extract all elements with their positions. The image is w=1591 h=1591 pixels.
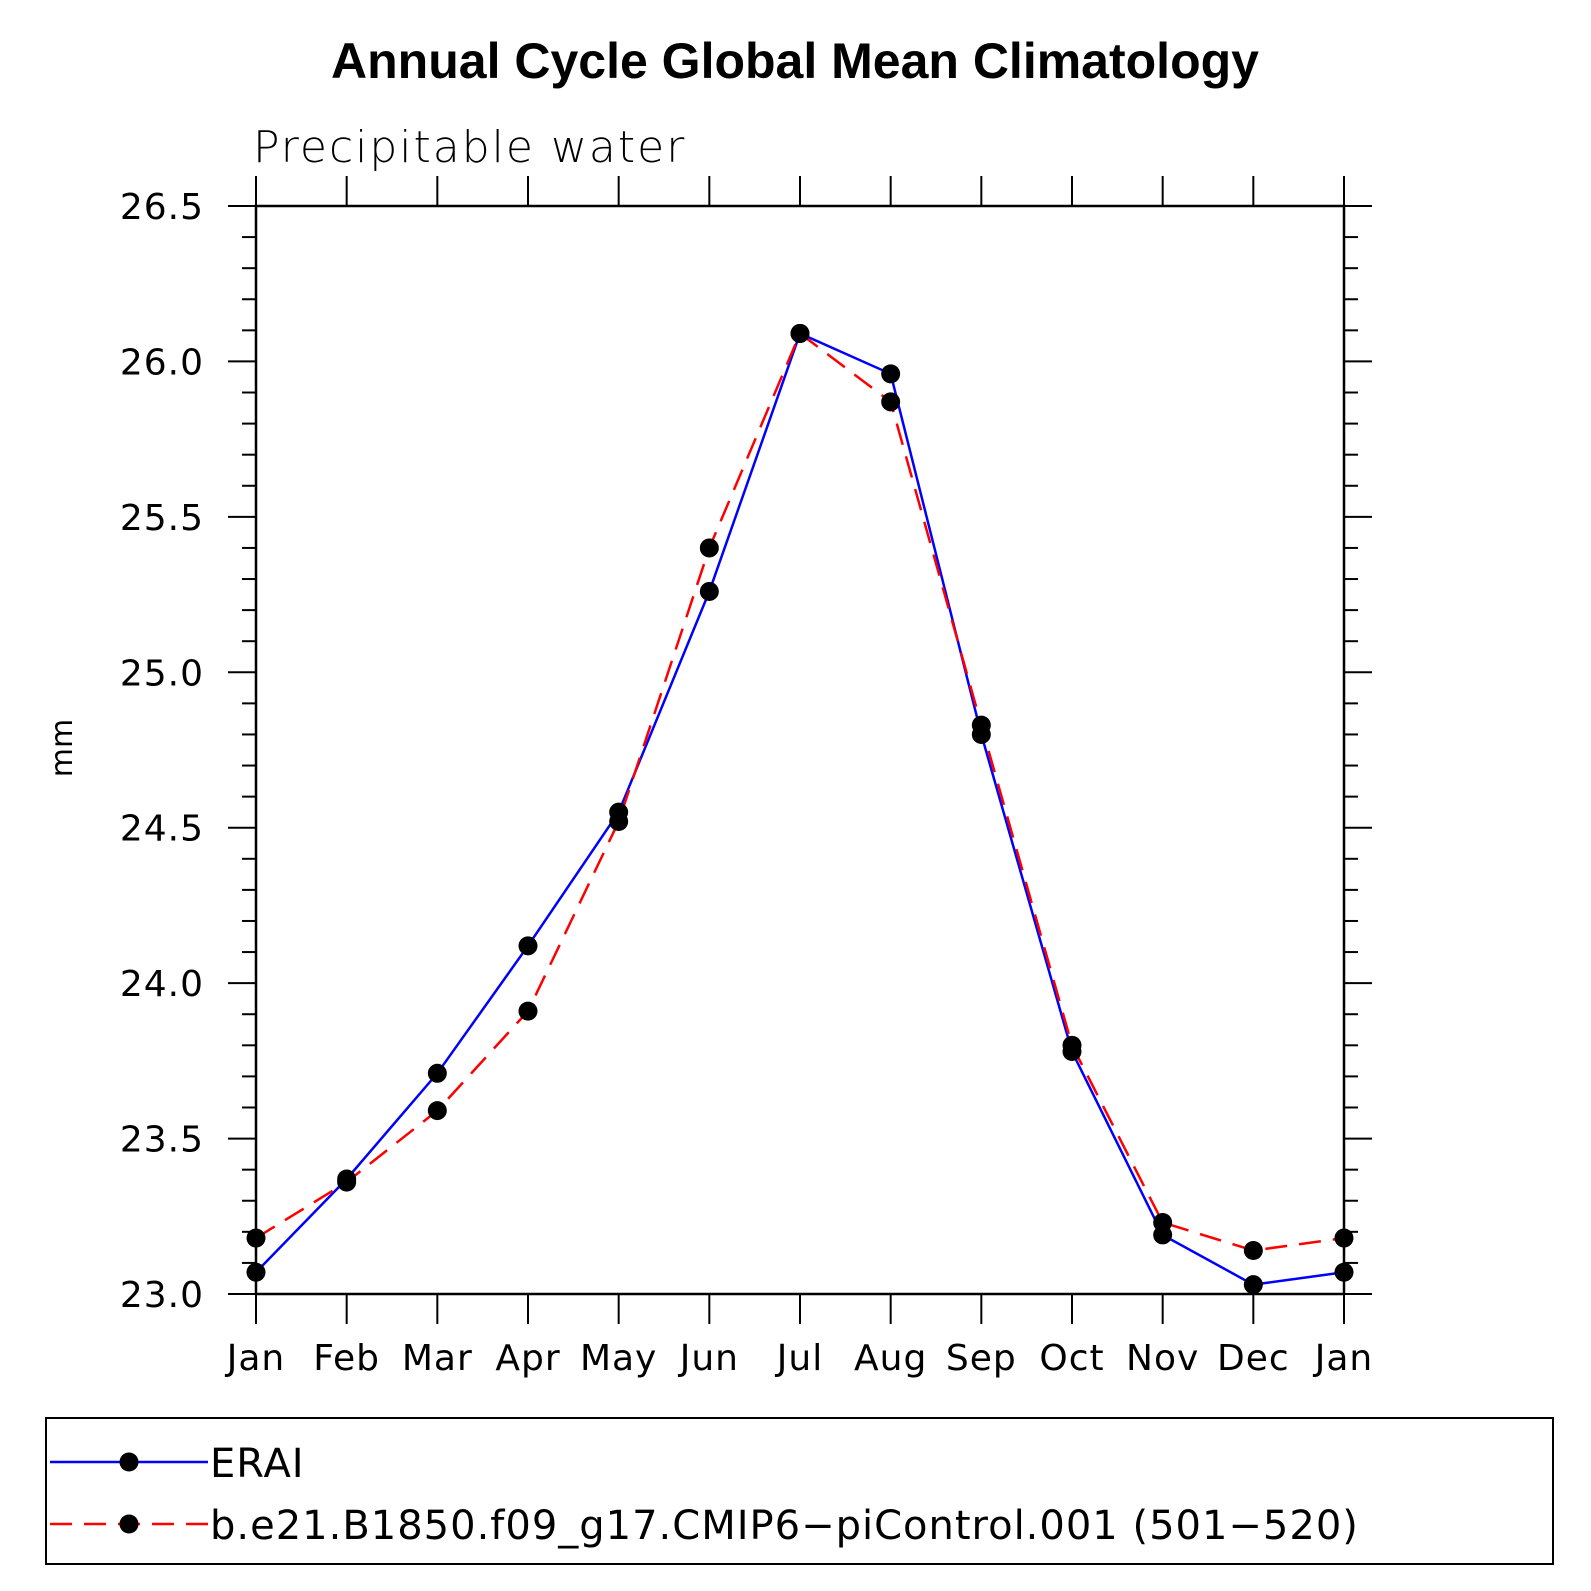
x-tick-label: May xyxy=(580,1338,657,1379)
series-1-point xyxy=(699,581,719,601)
legend: ERAI b.e21.B1850.f09_g17.CMIP6−piControl.… xyxy=(50,1441,1359,1549)
y-tick-label: 23.5 xyxy=(120,1120,204,1161)
x-tick-label: Aug xyxy=(854,1338,927,1379)
series-1-point xyxy=(1243,1275,1263,1295)
x-tick-label: Jan xyxy=(1313,1338,1374,1379)
series-2-point xyxy=(1334,1228,1354,1248)
axes: 23.0 23.5 24.0 24.5 25.0 25.5 26.0 26.5 Jan Feb Ma… xyxy=(120,176,1374,1379)
series-2-point xyxy=(1153,1213,1173,1233)
series-layer xyxy=(246,323,1354,1295)
series-2-point xyxy=(881,392,901,412)
chart-title: Annual Cycle Global Mean Climatology xyxy=(331,33,1259,89)
y-tick-label: 25.5 xyxy=(120,498,204,539)
series-2-point xyxy=(699,538,719,558)
legend-marker-2 xyxy=(119,1514,139,1534)
x-tick-label: Feb xyxy=(313,1338,380,1379)
series-2-point xyxy=(337,1172,357,1192)
series-line-1 xyxy=(255,331,1345,1286)
x-tick-label: Nov xyxy=(1126,1338,1199,1379)
x-tick-label: Jul xyxy=(775,1338,823,1379)
y-tick-label: 23.0 xyxy=(120,1275,204,1316)
series-2-point xyxy=(790,323,810,343)
x-tick-label: Sep xyxy=(946,1338,1017,1379)
legend-marker-1 xyxy=(119,1452,139,1472)
chart-subtitle: Precipitable water xyxy=(253,122,686,173)
y-tick-label: 24.0 xyxy=(120,964,204,1005)
series-line-2 xyxy=(255,331,1345,1252)
series-1-point xyxy=(518,936,538,956)
series-1-point xyxy=(427,1063,447,1083)
series-2-point xyxy=(518,1001,538,1021)
series-1-point xyxy=(881,364,901,384)
x-tick-label: Mar xyxy=(402,1338,473,1379)
x-tick-label: Jun xyxy=(678,1338,739,1379)
y-tick-label: 26.5 xyxy=(120,187,204,228)
x-tick-label: Apr xyxy=(495,1338,560,1379)
x-tick-label: Dec xyxy=(1217,1338,1290,1379)
plot-frame xyxy=(254,204,1346,1296)
legend-box xyxy=(45,1417,1554,1565)
series-1-point xyxy=(246,1262,266,1282)
legend-label-2: b.e21.B1850.f09_g17.CMIP6−piControl.001 … xyxy=(210,1503,1359,1549)
y-tick-label: 25.0 xyxy=(120,653,204,694)
legend-label-1: ERAI xyxy=(210,1441,305,1487)
series-2-point xyxy=(1243,1240,1263,1260)
y-axis-label: mm xyxy=(45,719,80,777)
series-2-point xyxy=(971,715,991,735)
x-tick-label: Oct xyxy=(1039,1338,1104,1379)
series-2-point xyxy=(246,1228,266,1248)
series-2-point xyxy=(427,1101,447,1121)
x-tick-label: Jan xyxy=(225,1338,286,1379)
series-2-point xyxy=(609,811,629,831)
y-tick-label: 26.0 xyxy=(120,342,204,383)
series-2-point xyxy=(1062,1035,1082,1055)
series-1-point xyxy=(1334,1262,1354,1282)
y-tick-label: 24.5 xyxy=(120,809,204,850)
